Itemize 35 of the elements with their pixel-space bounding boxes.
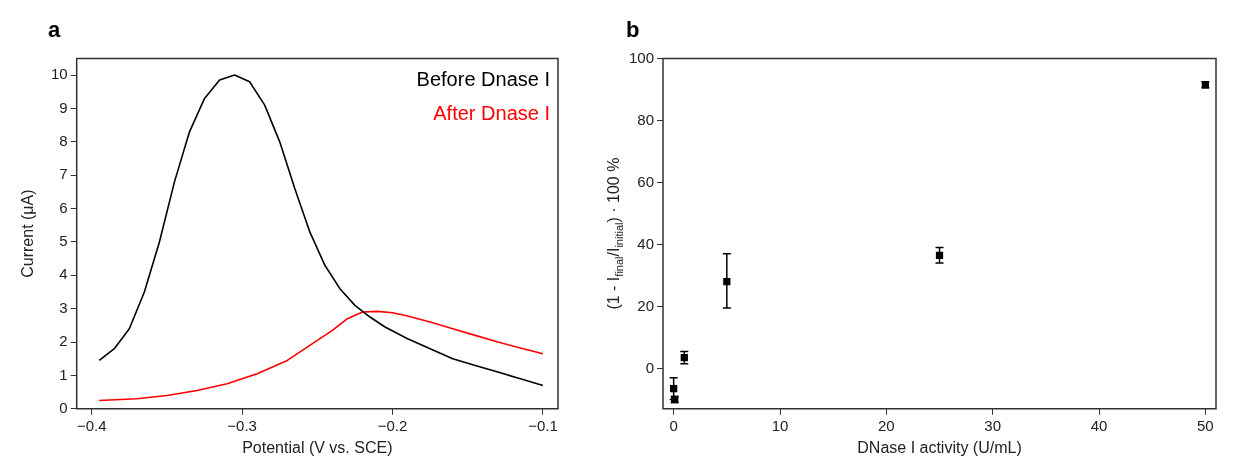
y-tick-label: 8: [59, 131, 68, 149]
y-tick-label: 80: [637, 110, 655, 128]
y-tick-label: 40: [637, 234, 655, 252]
x-tick-label: 50: [1197, 416, 1214, 434]
chart-title: b: [626, 17, 640, 43]
y-tick-label: 3: [59, 298, 68, 316]
x-tick-label: 10: [771, 416, 789, 434]
y-tick-label: 1: [59, 365, 68, 383]
y-tick-label: 20: [637, 296, 655, 314]
x-tick-label: −0.2: [377, 416, 408, 434]
y-tick-label: 2: [59, 332, 68, 350]
chart-title: a: [48, 17, 61, 43]
y-tick-label: 5: [59, 232, 68, 250]
x-tick-label: −0.1: [528, 416, 558, 434]
x-tick-label: 0: [669, 416, 678, 434]
x-tick-label: 20: [878, 416, 895, 434]
x-tick-label: −0.3: [227, 416, 257, 434]
y-tick-label: 60: [637, 172, 655, 190]
y-tick-label: 6: [59, 198, 68, 216]
x-axis-title: DNase I activity (U/mL): [857, 438, 1022, 456]
y-tick-label: 0: [59, 398, 68, 416]
y-axis-title: Current (μA): [19, 189, 37, 278]
y-tick-label: 0: [645, 358, 655, 376]
x-tick-label: −0.4: [76, 416, 107, 434]
y-tick-label: 9: [59, 98, 68, 116]
x-tick-label: 30: [984, 416, 1002, 434]
x-axis-title: Potential (V vs. SCE): [242, 438, 393, 456]
text: Before Dnase I: [416, 67, 550, 90]
y-tick-label: 4: [59, 265, 68, 283]
y-tick-label: 100: [629, 48, 655, 66]
y-axis-title: (1 - Ifinal/Iinitial) · 100 %: [605, 157, 626, 310]
x-tick-label: 40: [1090, 416, 1108, 434]
y-tick-label: 7: [59, 165, 68, 183]
text: After Dnase I: [433, 101, 550, 124]
y-tick-label: 10: [51, 65, 68, 83]
